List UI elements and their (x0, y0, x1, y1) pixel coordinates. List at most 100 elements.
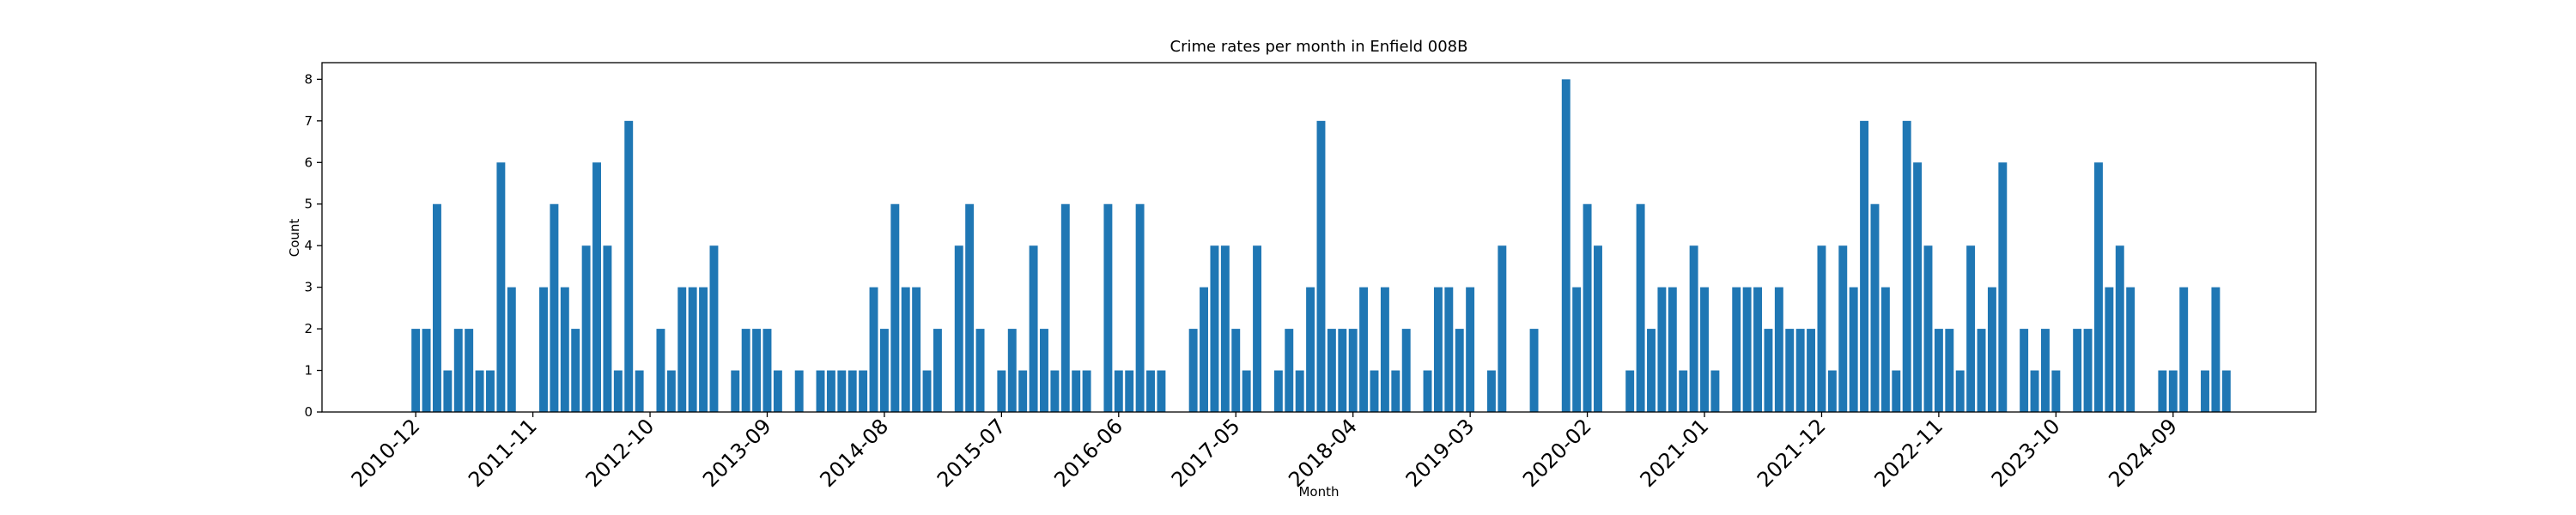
bar (1913, 162, 1923, 413)
bar (592, 162, 601, 413)
bar (1668, 287, 1677, 412)
bar (1987, 287, 1996, 412)
bar (1732, 287, 1741, 412)
bar (2094, 162, 2103, 413)
bar (965, 203, 975, 412)
bar (975, 329, 985, 412)
bar (1817, 245, 1826, 412)
bar (2083, 329, 2093, 412)
bar (1486, 370, 1496, 412)
bar (709, 245, 719, 412)
bar (443, 370, 453, 412)
bar (1200, 287, 1208, 412)
bar (688, 287, 697, 412)
bar (2158, 370, 2167, 412)
bar (635, 370, 644, 412)
y-tick-label: 0 (304, 404, 313, 420)
x-axis-label: Month (1298, 484, 1339, 500)
bar (1220, 245, 1230, 412)
bar (1188, 329, 1198, 412)
x-tick-label: 2019-03 (1401, 414, 1479, 492)
bar (1391, 370, 1400, 412)
bar (624, 120, 634, 413)
y-tick-label: 2 (304, 321, 313, 336)
plot-frame (321, 62, 2317, 413)
bar (666, 370, 676, 412)
x-tick-label: 2012-10 (581, 414, 659, 492)
bar (890, 203, 900, 412)
bar (1923, 245, 1933, 412)
bar (1466, 287, 1475, 412)
bar (1934, 329, 1943, 412)
bar (1625, 370, 1635, 412)
bar (1561, 79, 1571, 412)
bar (2126, 287, 2136, 412)
bar (550, 203, 559, 412)
bar (581, 245, 591, 412)
x-tick-label: 2021-01 (1636, 414, 1714, 492)
x-tick-label: 2015-07 (933, 414, 1011, 492)
x-tick-label: 2014-08 (815, 414, 893, 492)
bar (848, 370, 857, 412)
bar (1370, 370, 1379, 412)
bar (1795, 329, 1805, 412)
bar (1838, 245, 1848, 412)
bar (1583, 203, 1592, 412)
x-tick-label: 2022-11 (1869, 414, 1947, 492)
bar (1029, 245, 1038, 412)
bar (2201, 370, 2209, 412)
bar (1679, 370, 1688, 412)
y-tick-label: 5 (304, 197, 313, 212)
bar (901, 287, 910, 412)
bar (1657, 287, 1667, 412)
x-tick-label: 2024-09 (2104, 414, 2182, 492)
bar (1880, 287, 1890, 412)
bar (1647, 329, 1656, 412)
bar (1380, 287, 1389, 412)
bar (879, 329, 889, 412)
bar (1849, 287, 1858, 412)
bar (1146, 370, 1155, 412)
bar (1998, 162, 2008, 413)
bar (1295, 370, 1304, 412)
bar (1423, 370, 1432, 412)
bar (997, 370, 1006, 412)
bar (859, 370, 868, 412)
bar (1807, 329, 1816, 412)
bar (1902, 120, 1911, 413)
bar (2030, 370, 2039, 412)
bar (422, 329, 431, 412)
bar (2179, 287, 2189, 412)
bar (1273, 370, 1283, 412)
bar (1135, 203, 1145, 412)
chart-title: Crime rates per month in Enfield 008B (1170, 38, 1468, 56)
bar (922, 370, 932, 412)
bar (1753, 287, 1762, 412)
bar (1498, 245, 1507, 412)
bar (1072, 370, 1081, 412)
bar (1700, 287, 1709, 412)
bar (1114, 370, 1123, 412)
bar (1103, 203, 1113, 412)
bar (1945, 329, 1954, 412)
bar (837, 370, 847, 412)
bar (1359, 287, 1369, 412)
bar (2115, 245, 2124, 412)
bar (1082, 370, 1091, 412)
bar (1231, 329, 1241, 412)
bar (496, 162, 506, 413)
bar (826, 370, 835, 412)
x-tick-label: 2020-02 (1518, 414, 1596, 492)
x-tick-label: 2021-12 (1753, 414, 1831, 492)
bar (773, 370, 782, 412)
bar (433, 203, 441, 412)
x-tick-label: 2010-12 (347, 414, 425, 492)
bar (954, 245, 963, 412)
bar (1774, 287, 1783, 412)
bar (1455, 329, 1464, 412)
bar (2211, 287, 2221, 412)
bar (1572, 287, 1582, 412)
bar (1050, 370, 1060, 412)
bar (560, 287, 569, 412)
